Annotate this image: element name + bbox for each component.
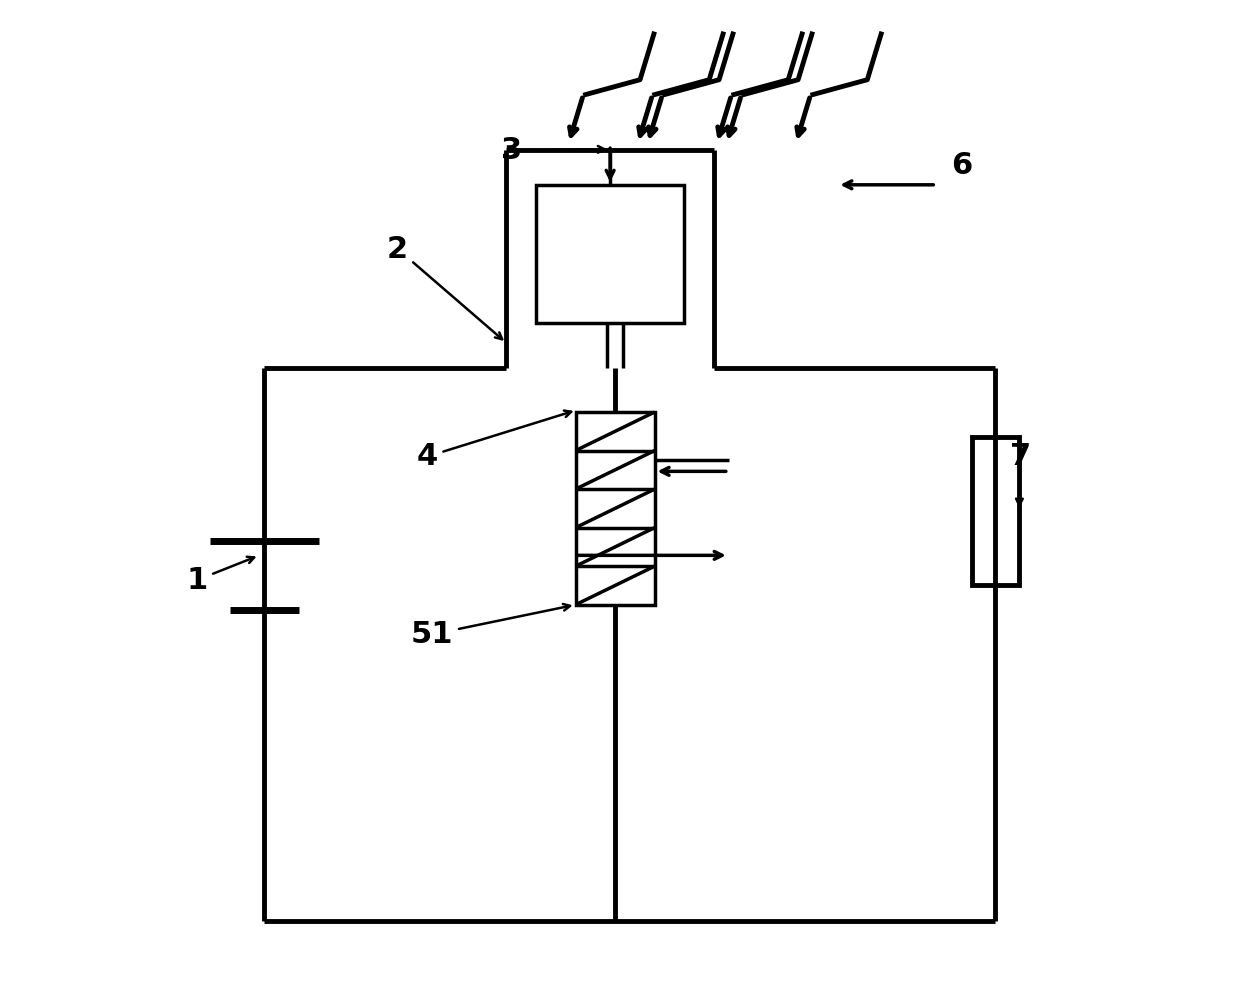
Text: 6: 6 [951,150,972,179]
Bar [972,437,1019,585]
Bar [536,184,684,323]
Bar [575,412,655,605]
Text: 3: 3 [501,135,605,164]
Text: 2: 2 [387,234,502,340]
Text: 4: 4 [417,411,572,471]
Text: 7: 7 [1009,442,1030,505]
Text: 51: 51 [410,604,570,649]
Text: 1: 1 [186,557,254,594]
